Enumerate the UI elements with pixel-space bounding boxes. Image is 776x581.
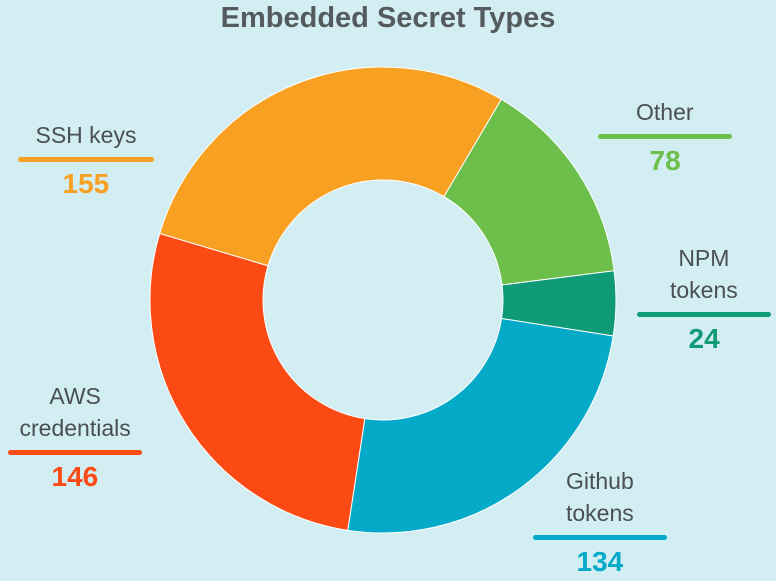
label-rule [598, 134, 732, 139]
label-rule [18, 157, 154, 162]
chart-title: Embedded Secret Types [220, 2, 556, 34]
value-label: 146 [51, 461, 99, 492]
value-label: 155 [62, 168, 110, 199]
value-label: 78 [649, 145, 681, 176]
label-rule [533, 535, 667, 540]
label-rule [637, 312, 771, 317]
donut-segment [443, 98, 615, 286]
segment-label: SSH keys [35, 122, 137, 148]
donut-segment [159, 66, 502, 267]
value-label: 134 [576, 546, 624, 577]
donut-segment [149, 232, 366, 531]
segment-label: Other [636, 99, 694, 125]
label-rule [8, 450, 142, 455]
segment-label: AWS credentials [19, 383, 131, 441]
donut-segment [347, 317, 614, 534]
value-label: 24 [688, 323, 720, 354]
segment-label: NPM tokens [670, 245, 738, 303]
segment-label: Github tokens [566, 468, 634, 526]
